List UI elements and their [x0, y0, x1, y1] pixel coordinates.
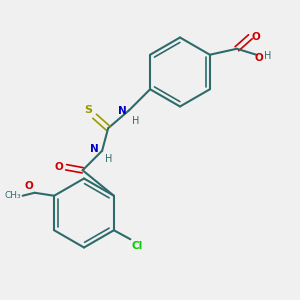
Text: N: N: [118, 106, 127, 116]
Text: O: O: [255, 53, 264, 63]
Text: Cl: Cl: [132, 241, 143, 251]
Text: O: O: [24, 181, 33, 191]
Text: O: O: [54, 162, 63, 172]
Text: H: H: [132, 116, 140, 126]
Text: CH₃: CH₃: [4, 191, 21, 200]
Text: H: H: [105, 154, 112, 164]
Text: S: S: [84, 105, 92, 115]
Text: O: O: [252, 32, 261, 42]
Text: N: N: [90, 144, 99, 154]
Text: H: H: [264, 51, 271, 61]
